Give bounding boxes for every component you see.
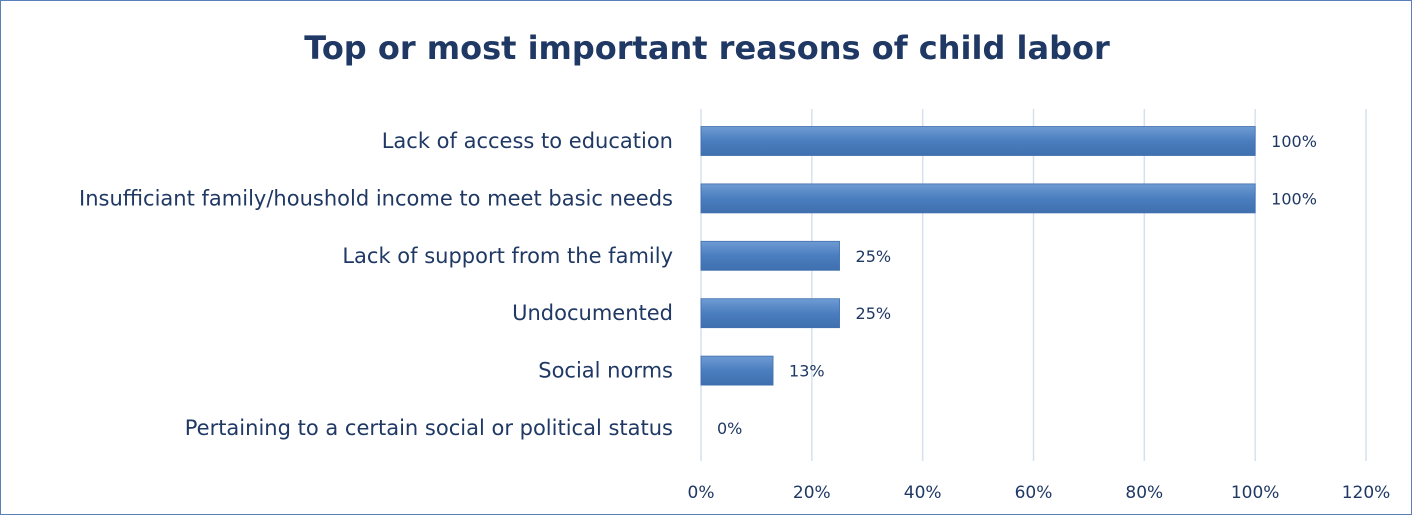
category-label: Lack of access to education — [382, 129, 673, 153]
data-label: 25% — [856, 247, 892, 266]
category-labels: Lack of access to education Insufficiant … — [79, 129, 673, 440]
data-label: 13% — [789, 362, 825, 381]
bars — [700, 126, 1256, 386]
x-tick-label: 0% — [688, 483, 715, 503]
x-tick-label: 40% — [904, 483, 942, 503]
bar — [700, 240, 840, 271]
bar — [700, 298, 840, 329]
x-tick-label: 120% — [1342, 483, 1391, 503]
x-tick-label: 60% — [1015, 483, 1053, 503]
data-labels: 100% 100% 25% 25% 13% 0% — [717, 132, 1317, 438]
bar — [700, 183, 1256, 214]
bar — [700, 355, 774, 386]
category-label: Insufficiant family/houshold income to m… — [79, 186, 673, 210]
x-tick-label: 100% — [1231, 483, 1280, 503]
x-tick-label: 20% — [793, 483, 831, 503]
category-label: Pertaining to a certain social or politi… — [185, 416, 673, 440]
x-tick-label: 80% — [1125, 483, 1163, 503]
category-label: Undocumented — [512, 301, 673, 325]
x-axis-ticks: 0% 20% 40% 60% 80% 100% 120% — [688, 483, 1391, 503]
category-label: Social norms — [538, 359, 673, 383]
data-label: 25% — [856, 304, 892, 323]
gridlines — [700, 109, 1367, 461]
data-label: 0% — [717, 419, 742, 438]
bar — [700, 126, 1256, 156]
data-label: 100% — [1271, 189, 1317, 208]
category-label: Lack of support from the family — [342, 244, 673, 268]
data-label: 100% — [1271, 132, 1317, 151]
chart-title: Top or most important reasons of child l… — [304, 29, 1110, 67]
